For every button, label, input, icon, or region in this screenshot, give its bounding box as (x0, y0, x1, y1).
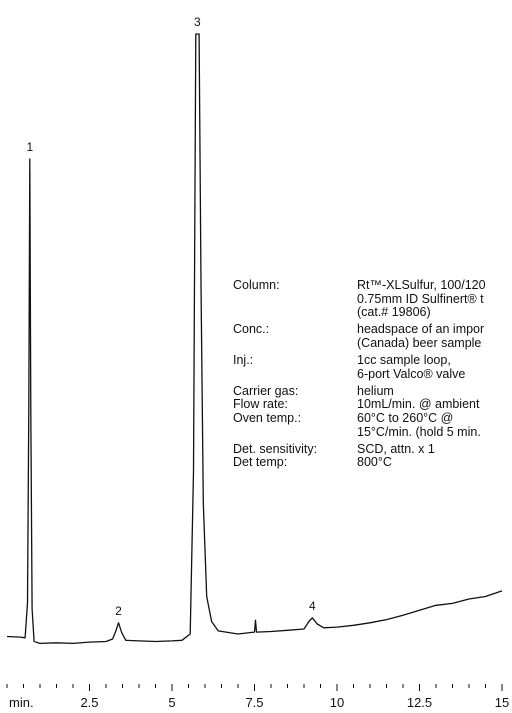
x-tick-label: 12.5 (407, 695, 432, 710)
condition-value: Rt™-XLSulfur, 100/120 (357, 278, 486, 292)
condition-label: Conc.: (233, 322, 270, 337)
condition-label: Inj.: (233, 353, 254, 367)
chromatogram-trace-layer (6, 33, 503, 645)
x-axis-unit-label: min. (9, 695, 34, 710)
x-tick-label: 10 (330, 695, 344, 710)
peak-label-4: 4 (309, 599, 316, 613)
x-axis: 2.5 5 7.5 10 12.5 15 min. (6, 684, 509, 710)
condition-value: 1cc sample loop, (357, 353, 451, 367)
condition-value: 60°C to 260°C @ (357, 410, 454, 425)
chromatogram-series-0 (6, 33, 503, 645)
condition-value: 0.75mm ID Sulfinert® t (357, 291, 484, 306)
condition-value: 15°C/min. (hold 5 min. (357, 424, 481, 439)
condition-label: Carrier gas: (233, 383, 299, 398)
condition-label: Column: (233, 278, 280, 292)
condition-value: (cat.# 19806) (357, 305, 431, 320)
peak-label-2: 2 (115, 604, 122, 618)
condition-value: SCD, attn. x 1 (357, 441, 435, 456)
peak-labels: 1 2 3 4 (26, 15, 316, 618)
condition-value: 800°C (357, 455, 392, 470)
condition-label: Det temp: (233, 455, 288, 470)
x-tick-label: 7.5 (245, 695, 263, 710)
peak-label-3: 3 (194, 15, 201, 29)
condition-value: headspace of an impor (357, 322, 485, 337)
condition-label: Flow rate: (233, 397, 288, 412)
condition-value: 6-port Valco® valve (357, 366, 466, 381)
condition-label: Oven temp.: (233, 410, 302, 425)
peak-label-1: 1 (26, 140, 33, 154)
condition-value: (Canada) beer sample (357, 335, 482, 350)
condition-value: helium (357, 383, 394, 398)
x-tick-label: 5 (168, 695, 175, 710)
condition-label: Det. sensitivity: (233, 441, 318, 456)
x-tick-label: 15 (495, 695, 509, 710)
x-tick-label: 2.5 (80, 695, 98, 710)
condition-value: 10mL/min. @ ambient (357, 397, 480, 412)
